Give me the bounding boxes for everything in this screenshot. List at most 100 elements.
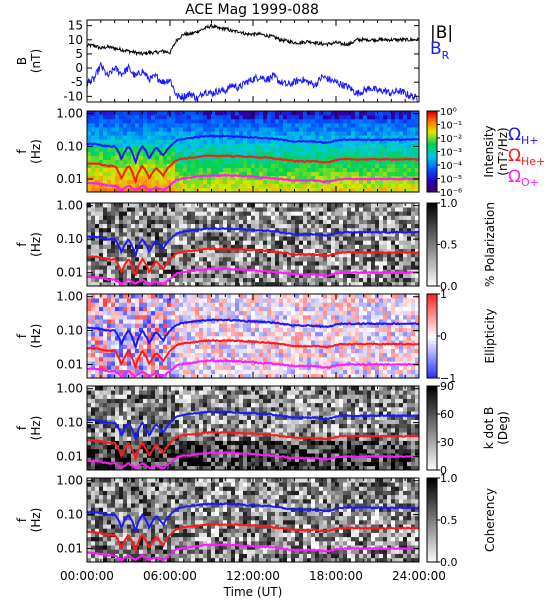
y-tick-label: 1.00	[56, 199, 83, 213]
y-tick-label: 0.01	[56, 266, 83, 280]
y-tick-label: 15	[68, 19, 83, 33]
gyro-line-heplus	[86, 247, 420, 277]
colorbar-tick-label: 30	[440, 436, 454, 449]
y-axis-label: f	[15, 149, 29, 154]
y-tick-label: 0.01	[56, 172, 83, 186]
x-tick-label: 18:00:00	[309, 569, 363, 583]
colorbar-label: k dot B	[482, 407, 496, 449]
legend-entry-he-plus: ΩHe+	[508, 146, 545, 168]
x-ticks-panel-5	[86, 478, 420, 562]
gyro-line-hplus	[86, 502, 420, 534]
colorbar-tick-label: 90	[440, 380, 454, 393]
y-tick-label: 0.01	[56, 542, 83, 556]
y-tick-label: 0.01	[56, 450, 83, 464]
panel-intensity: 1.00 0.10 0.01 f (Hz) 10⁰ 10⁻¹ 10⁻² 10⁻³ 10⁻⁴ 10⁻⁵…	[15, 107, 545, 199]
colorbar-frame	[426, 385, 438, 471]
y-axis-label: f	[15, 333, 29, 338]
panel-coherency: 1.00 0.10 0.01 f (Hz) 1.0 0.5 0.0 Coherency	[15, 472, 497, 569]
heatmap-cells	[87, 478, 420, 563]
x-ticks-panel-0	[86, 20, 420, 102]
gyro-line-heplus	[86, 154, 420, 185]
colorbar-tick-label: 1.0	[440, 197, 458, 210]
colorbar-tick-label: 1	[440, 288, 447, 301]
y-tick-label: -10	[63, 89, 83, 103]
gyro-line-oplus	[86, 267, 420, 286]
y-tick-label: 0.01	[56, 358, 83, 372]
x-tick-label: 06:00:00	[143, 569, 197, 583]
colorbar-tick-label: 10⁻⁵	[440, 175, 462, 186]
colorbar: 1.0 0.5 0.0 % Polarization	[426, 197, 497, 293]
colorbar: 10⁰ 10⁻¹ 10⁻² 10⁻³ 10⁻⁴ 10⁻⁵ 10⁻⁶ Intensity (nT²…	[426, 107, 510, 199]
gyro-line-hplus	[87, 226, 420, 259]
colorbar-tick-label: 60	[440, 408, 454, 421]
plot-area	[87, 20, 419, 102]
y-tick-label: 1.00	[56, 474, 83, 488]
panel-ellipticity: 1.00 0.10 0.01 f (Hz) 1 0 −1 Ellipticity	[15, 288, 497, 385]
gyro-line-heplus	[86, 338, 420, 370]
y-axis-unit: (Hz)	[29, 139, 43, 164]
colorbar-tick-label: 10⁻¹	[440, 121, 462, 132]
heatmap-cells	[87, 111, 420, 193]
y-tick-label: -5	[71, 75, 83, 89]
colorbar-unit: (nT²/Hz)	[496, 127, 510, 175]
colorbar: 1 0 −1 Ellipticity	[426, 288, 497, 385]
gyro-line-oplus	[86, 451, 420, 470]
y-tick-label: 10	[68, 33, 83, 47]
colorbar-tick-label: 10⁻⁴	[440, 161, 462, 172]
x-axis: 00:00:00 06:00:00 12:00:00 18:00:00 24:00:00…	[60, 569, 446, 599]
x-ticks-panel-2	[86, 203, 420, 286]
y-tick-label: 1.00	[56, 107, 83, 121]
colorbar-tick-label: 10⁻⁶	[440, 188, 462, 199]
y-axis-unit: (Hz)	[29, 508, 43, 533]
panel-k-dot-b: 1.00 0.10 0.01 f (Hz) 90 60 30 0 k dot B (Deg)	[15, 380, 510, 477]
y-axis-unit: (Hz)	[29, 324, 43, 349]
gyro-line-heplus	[86, 522, 420, 553]
y-axis-unit: (Hz)	[29, 416, 43, 441]
gyro-line-oplus	[87, 542, 420, 562]
y-tick-label: 0.10	[56, 324, 83, 338]
colorbar-tick-label: 0	[440, 330, 447, 343]
y-axis-label: f	[15, 517, 29, 522]
colorbar-tick-label: −1	[440, 372, 456, 385]
colorbar-tick-label: 1.0	[440, 472, 458, 485]
gyro-line-hplus	[87, 410, 420, 442]
gyro-line-heplus	[86, 430, 420, 463]
series-line-b-r	[86, 62, 419, 103]
colorbar-label: Intensity	[482, 125, 496, 177]
x-axis-label: Time (UT)	[223, 585, 283, 599]
colorbar-tick-label: 10⁰	[440, 107, 457, 118]
colorbar-tick-label: 0	[440, 464, 447, 477]
legend-entry-h-plus: ΩH+	[508, 125, 539, 147]
y-axis-label: f	[15, 242, 29, 247]
y-tick-label: 0.10	[56, 139, 83, 153]
colorbar-tick-label: 0.5	[440, 239, 458, 252]
colorbar-tick-label: 0.5	[440, 514, 458, 527]
y-tick-label: 5	[75, 47, 83, 61]
colorbar-label: Ellipticity	[483, 309, 497, 364]
y-tick-label: 1.00	[56, 290, 83, 304]
y-tick-label: 0.10	[56, 508, 83, 522]
y-tick-label: 0.10	[56, 416, 83, 430]
colorbar: 90 60 30 0 k dot B (Deg)	[426, 380, 510, 477]
colorbar-label: % Polarization	[483, 202, 497, 287]
gyro-line-oplus	[86, 358, 420, 379]
legend-entry-b-total: |B|	[430, 23, 453, 43]
series-line-b-total	[86, 23, 419, 57]
gyro-line-hplus	[86, 318, 420, 350]
colorbar-tick-label: 10⁻³	[440, 148, 462, 159]
heatmap-cells	[87, 203, 420, 287]
x-tick-label: 12:00:00	[226, 569, 280, 583]
y-axis-unit: (nT)	[29, 49, 43, 73]
heatmap-cells	[87, 294, 420, 379]
x-tick-label: 24:00:00	[392, 569, 446, 583]
colorbar-tick-label: 0.0	[440, 556, 458, 569]
colorbar-label: Coherency	[483, 488, 497, 552]
y-tick-label: 0	[75, 61, 83, 75]
panel-polarization: 1.00 0.10 0.01 f (Hz) 1.0 0.5 0.0 % Polarization	[15, 197, 497, 293]
colorbar-tick-label: 10⁻²	[440, 134, 462, 145]
x-ticks-panel-3	[86, 294, 420, 378]
x-tick-label: 00:00:00	[60, 569, 114, 583]
